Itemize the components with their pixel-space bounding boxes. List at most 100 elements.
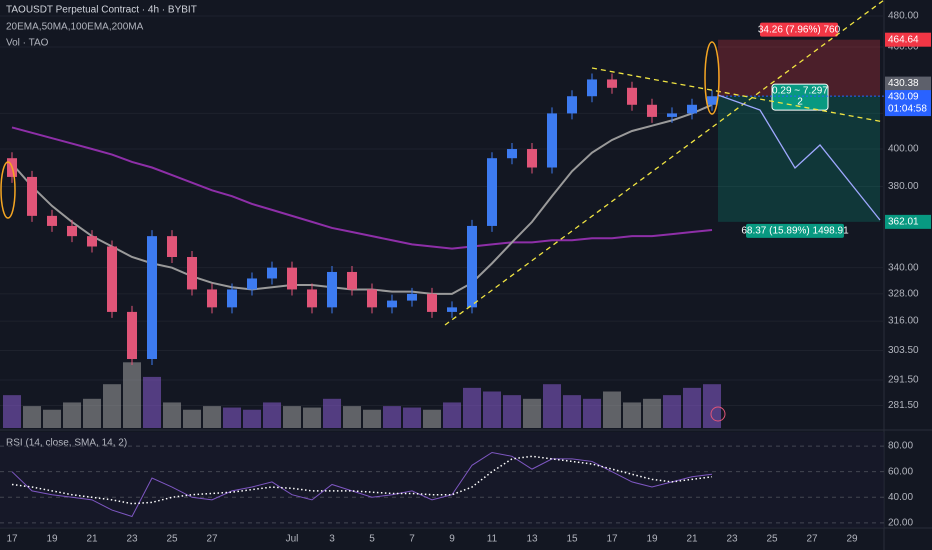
volume-bar <box>483 391 501 428</box>
volume-bar <box>543 384 561 428</box>
volume-bar <box>243 409 261 428</box>
x-tick-label: 25 <box>766 534 778 545</box>
x-tick-label: 25 <box>166 534 178 545</box>
x-tick-label: 7 <box>409 534 415 545</box>
x-tick-label: 19 <box>646 534 658 545</box>
x-tick-label: 15 <box>566 534 578 545</box>
x-tick-label: 23 <box>726 534 738 545</box>
candle-body <box>407 293 417 301</box>
candle-body <box>427 293 437 312</box>
highlight-ellipse[interactable] <box>0 161 16 219</box>
candle-body <box>227 289 237 308</box>
support-trendline[interactable] <box>444 0 885 326</box>
resistance-trendline[interactable] <box>591 67 885 123</box>
x-tick-label: 21 <box>86 534 98 545</box>
x-tick-label: 5 <box>369 534 375 545</box>
ratio-sub-label: 2 <box>797 97 803 108</box>
target-label-box <box>746 223 844 238</box>
candle-body <box>607 79 617 88</box>
volume-bar <box>363 409 381 428</box>
candle-body <box>247 278 257 290</box>
ma50-line <box>11 103 713 295</box>
alert-icon[interactable] <box>710 406 726 422</box>
rsi-tick-label: 40.00 <box>888 492 913 503</box>
candle-body <box>127 311 137 360</box>
candle-body <box>147 236 157 360</box>
stop-label-box <box>760 22 838 37</box>
candle-body <box>567 96 577 114</box>
y-tick-label: 328.00 <box>888 289 919 300</box>
volume-bar <box>323 398 341 428</box>
candle-body <box>367 289 377 308</box>
x-tick-label: 29 <box>846 534 858 545</box>
candle-body <box>667 113 677 117</box>
candle-body <box>47 215 57 226</box>
target-zone <box>718 96 880 222</box>
candle-body <box>467 225 477 308</box>
candle-body <box>87 236 97 247</box>
volume-bar <box>663 395 681 428</box>
last-price-label: 430.38 <box>888 78 919 89</box>
rsi-ma-line <box>11 455 713 505</box>
x-tick-label: 17 <box>6 534 18 545</box>
x-tick-label: Jul <box>286 534 299 545</box>
stop-label: 34.26 (7.96%) 760 <box>758 24 841 35</box>
volume-bar <box>203 406 221 428</box>
volume-bar <box>583 398 601 428</box>
x-tick-label: 27 <box>806 534 818 545</box>
volume-bar <box>63 402 81 428</box>
candle-body <box>187 256 197 290</box>
volume-legend[interactable]: Vol · TAO <box>6 38 49 49</box>
candle-body <box>507 149 517 159</box>
volume-bar <box>303 407 321 428</box>
candle-body <box>27 176 37 216</box>
candle-body <box>387 300 397 308</box>
y-tick-label: 303.50 <box>888 345 919 356</box>
volume-bar <box>23 406 41 428</box>
rsi-legend[interactable]: RSI (14, close, SMA, 14, 2) <box>6 438 127 449</box>
rsi-tick-label: 20.00 <box>888 518 913 529</box>
candle-body <box>447 307 457 312</box>
x-tick-label: 17 <box>606 534 618 545</box>
volume-bar <box>623 402 641 428</box>
volume-bar <box>643 398 661 428</box>
candle-body <box>107 246 117 312</box>
candle-body <box>687 104 697 114</box>
indicator-legend[interactable]: 20EMA,50MA,100EMA,200MA <box>6 22 144 33</box>
rsi-tick-label: 80.00 <box>888 441 913 452</box>
volume-bar <box>603 391 621 428</box>
y-tick-label: 480.00 <box>888 11 919 22</box>
candle-body <box>527 149 537 168</box>
target-price-label: 362.01 <box>888 217 919 228</box>
x-tick-label: 19 <box>46 534 58 545</box>
x-tick-label: 21 <box>686 534 698 545</box>
target-label: 68.37 (15.89%) 1498.91 <box>741 226 849 237</box>
volume-bar <box>343 406 361 428</box>
projection-path[interactable] <box>717 94 881 221</box>
volume-bar <box>383 406 401 428</box>
volume-bar <box>123 362 141 428</box>
highlight-ellipse[interactable] <box>704 41 720 115</box>
x-tick-label: 13 <box>526 534 538 545</box>
symbol-title[interactable]: TAOUSDT Perpetual Contract · 4h · BYBIT <box>6 5 197 16</box>
candle-body <box>647 104 657 117</box>
candle-body <box>707 96 717 105</box>
ma200-line <box>11 126 713 250</box>
volume-bar <box>403 407 421 428</box>
last-price-label-box <box>885 76 931 91</box>
mark-price-label: 430.09 <box>888 92 919 103</box>
ratio-label-box <box>771 83 829 111</box>
volume-bar <box>443 402 461 428</box>
candle-body <box>287 267 297 290</box>
rsi-pane <box>0 432 884 528</box>
volume-bar <box>683 387 701 428</box>
volume-bar <box>143 376 161 428</box>
volume-bar <box>503 395 521 428</box>
volume-bar <box>83 398 101 428</box>
x-tick-label: 9 <box>449 534 455 545</box>
y-tick-label: 460.00 <box>888 42 919 53</box>
rsi-tick-label: 60.00 <box>888 466 913 477</box>
rsi-line <box>11 451 713 518</box>
candle-body <box>167 236 177 257</box>
